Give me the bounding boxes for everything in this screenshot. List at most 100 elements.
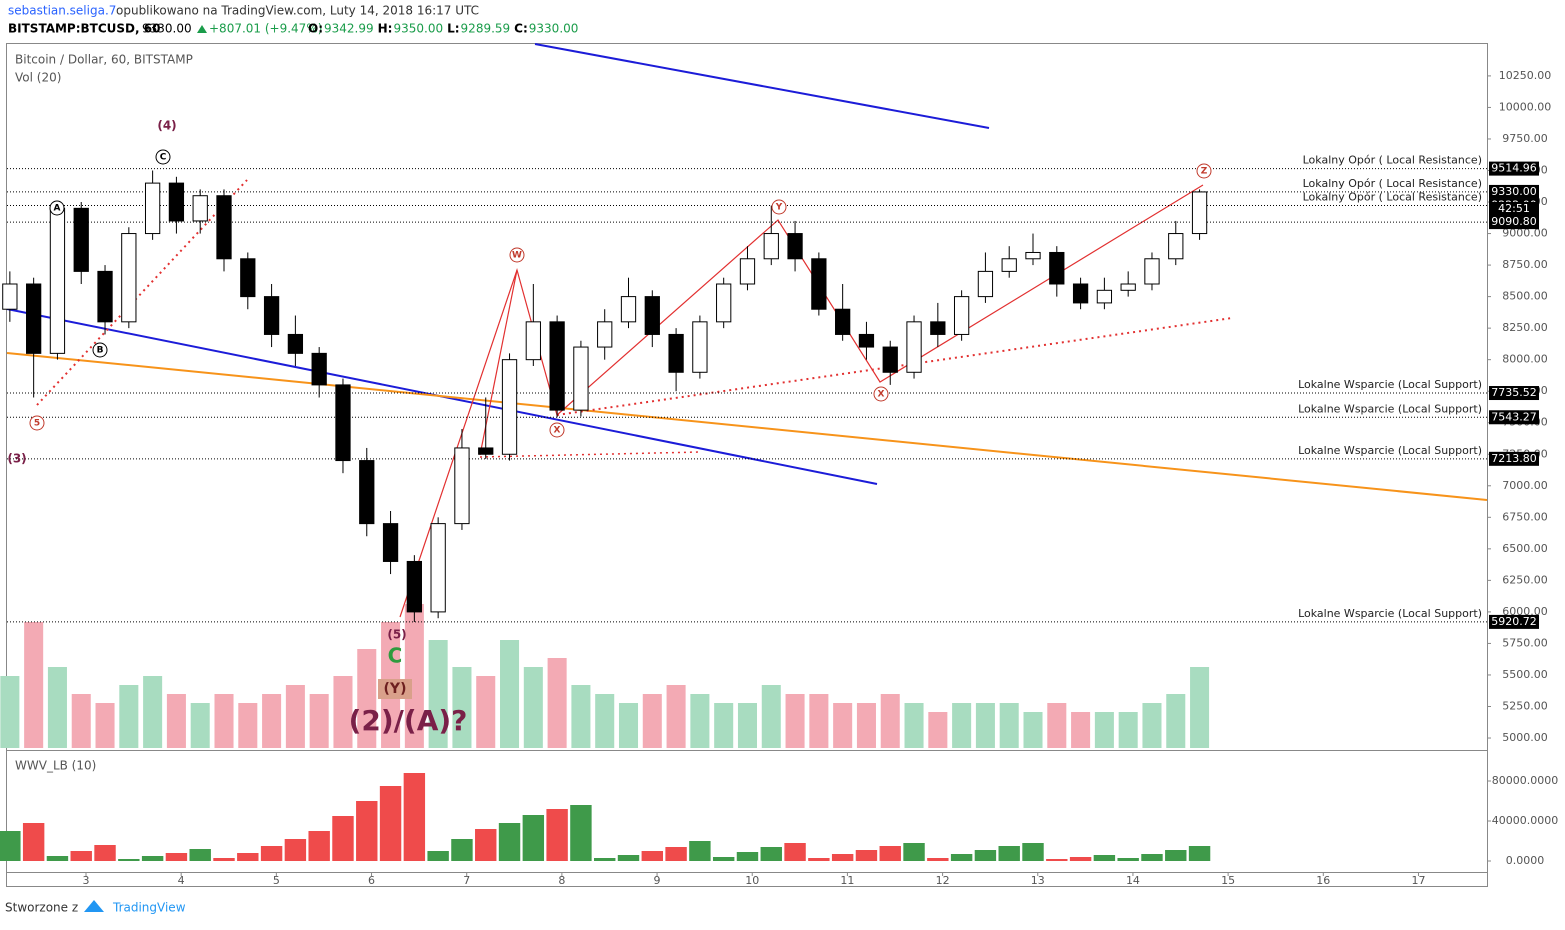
candle-body xyxy=(930,321,946,335)
wwv-bar xyxy=(546,809,568,861)
wwv-bar xyxy=(1141,854,1163,861)
footer-text: Stworzone z xyxy=(5,901,78,915)
candle-body xyxy=(977,270,994,298)
level-label: 7543.27 xyxy=(1491,410,1537,423)
volume-bar xyxy=(952,703,972,748)
ohlc-value: 9342.99 xyxy=(324,22,374,36)
wwv-bar xyxy=(879,846,901,861)
wwv-bar xyxy=(1117,858,1139,861)
candle-body xyxy=(335,384,351,462)
level-tag xyxy=(1489,215,1539,230)
ohlc-key: L: xyxy=(447,22,459,36)
level-note: Lokalny Opór ( Local Resistance) xyxy=(1303,191,1482,204)
wwv-bar xyxy=(974,850,997,861)
volume-bar xyxy=(404,604,424,748)
wwv-bar xyxy=(141,856,164,861)
x-tick-label: 3 xyxy=(82,874,89,887)
volume-bar xyxy=(999,703,1019,748)
wave-label: (2)/(A)? xyxy=(349,704,468,737)
wave-label: W xyxy=(512,251,522,261)
wave-circle xyxy=(873,386,889,402)
wwv-bar xyxy=(665,847,687,861)
candle-body xyxy=(2,283,18,310)
volume-bar xyxy=(1094,712,1114,748)
y-tick-label: 8250.00 xyxy=(1502,321,1548,334)
level-label: 7213.80 xyxy=(1491,452,1537,465)
y-tick-label: 6000.00 xyxy=(1502,605,1548,618)
level-note: Lokalny Opór ( Local Resistance) xyxy=(1303,154,1482,167)
ohlc-key: C: xyxy=(514,22,528,36)
x-tick-label: 13 xyxy=(1031,874,1045,887)
wave-label: Y xyxy=(775,203,783,213)
wwv-bar xyxy=(189,849,211,861)
volume-bar xyxy=(618,703,639,748)
volume-bar xyxy=(595,694,615,748)
x-tick-label: 5 xyxy=(273,874,280,887)
wwv-bar xyxy=(498,823,521,861)
countdown-tag xyxy=(1489,202,1539,216)
wave-circle xyxy=(1196,163,1212,179)
wwv-bar xyxy=(118,859,140,861)
wave-path xyxy=(399,184,1204,618)
level-label: 7735.52 xyxy=(1491,386,1537,399)
volume-bar xyxy=(262,694,282,748)
candle-body xyxy=(311,352,327,386)
volume-bar xyxy=(975,703,995,748)
level-label: 9090.80 xyxy=(1491,215,1537,228)
candle-body xyxy=(478,447,494,455)
wwv-bar xyxy=(451,839,473,861)
wwv-bar xyxy=(712,857,735,861)
candle-body xyxy=(906,321,922,373)
indicator-title: WWV_LB (10) xyxy=(15,759,96,773)
candle-body xyxy=(121,233,137,323)
wwv-bar xyxy=(260,846,283,861)
y-tick-label: 5500.00 xyxy=(1502,668,1548,681)
volume-title: Vol (20) xyxy=(15,71,61,85)
wwv-bar xyxy=(594,858,616,861)
wave-label: X xyxy=(878,390,885,400)
candle-body xyxy=(1168,233,1184,260)
level-note: Lokalne Wsparcie (Local Support) xyxy=(1298,444,1482,457)
volume-bar xyxy=(809,694,829,748)
candle-body xyxy=(811,258,827,310)
chart-frame xyxy=(6,43,1488,887)
trend-line xyxy=(479,451,701,458)
x-tick-label: 12 xyxy=(936,874,950,887)
level-note: Lokalny Opór ( Local Resistance) xyxy=(1303,177,1482,190)
candle-body xyxy=(192,195,208,222)
wwv-bar xyxy=(1046,859,1068,861)
trend-line xyxy=(6,352,1488,501)
y-tick-label: 5750.00 xyxy=(1502,636,1548,649)
volume-bar xyxy=(1190,667,1210,748)
volume-bar xyxy=(190,703,210,748)
wwv-bar xyxy=(46,856,69,861)
candle-body xyxy=(644,296,660,335)
footer-brand[interactable]: TradingView xyxy=(112,901,186,915)
candle-body xyxy=(430,523,446,613)
volume-bar xyxy=(1047,703,1067,748)
candle-body xyxy=(716,283,732,323)
logo xyxy=(84,900,104,912)
level-tag xyxy=(1489,161,1539,176)
level-tag xyxy=(1489,386,1539,401)
candle-body xyxy=(144,182,161,235)
volume-bar xyxy=(642,694,662,748)
y-tick-label: 8500.00 xyxy=(1502,290,1548,303)
candle-body xyxy=(1120,283,1136,291)
level-tag xyxy=(1489,184,1539,199)
candle-body xyxy=(692,321,708,373)
ohlc-value: 9350.00 xyxy=(393,22,443,36)
wwv-bar xyxy=(950,854,973,861)
volume-bar xyxy=(309,694,329,748)
wave-label: A xyxy=(54,204,61,214)
level-label: 9330.00 xyxy=(1491,185,1537,198)
candle-body xyxy=(882,346,898,373)
volume-bar xyxy=(71,694,91,748)
y-tick-label: 5000.00 xyxy=(1502,731,1548,744)
author[interactable]: sebastian.seliga.7 xyxy=(8,4,116,18)
wwv-bar xyxy=(237,853,259,861)
drawings xyxy=(6,43,1488,618)
volume-bar xyxy=(571,685,591,748)
candle-body xyxy=(216,195,232,260)
wave-label: 5 xyxy=(34,419,40,429)
